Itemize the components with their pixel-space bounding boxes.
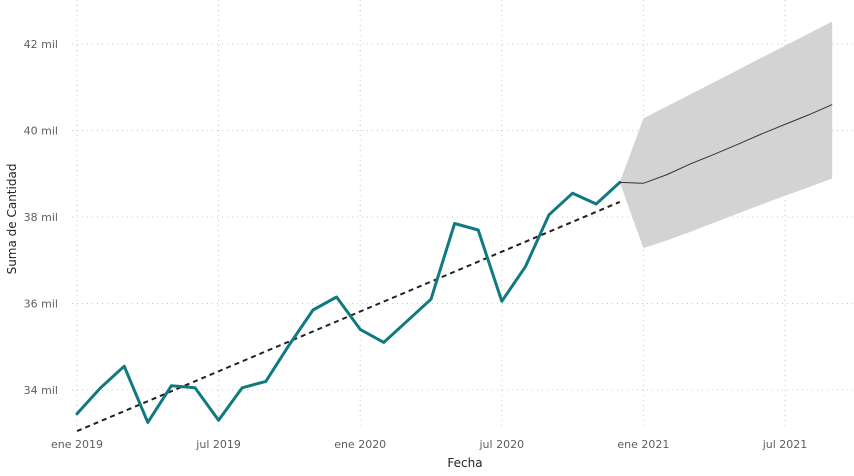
series bbox=[75, 104, 833, 433]
forecast-band bbox=[619, 21, 833, 249]
y-tick-label: 36 mil bbox=[24, 298, 58, 311]
x-tick-label: jul 2021 bbox=[762, 438, 808, 451]
y-tick-label: 42 mil bbox=[24, 38, 58, 51]
confidence-band bbox=[619, 21, 833, 249]
y-axis-ticks: 34 mil 36 mil 38 mil 40 mil 42 mil bbox=[24, 38, 58, 397]
gridlines bbox=[72, 0, 854, 430]
x-tick-label: jul 2020 bbox=[479, 438, 525, 451]
y-tick-label: 38 mil bbox=[24, 211, 58, 224]
y-tick-label: 40 mil bbox=[24, 125, 58, 138]
y-axis-title: Suma de Cantidad bbox=[5, 164, 19, 275]
x-tick-label: ene 2021 bbox=[617, 438, 669, 451]
x-axis-title: Fecha bbox=[447, 456, 482, 470]
x-tick-label: ene 2020 bbox=[334, 438, 386, 451]
actual-line bbox=[75, 180, 622, 424]
forecast-line bbox=[619, 104, 833, 184]
x-tick-label: ene 2019 bbox=[51, 438, 103, 451]
y-tick-label: 34 mil bbox=[24, 384, 58, 397]
x-axis-ticks: ene 2019 jul 2019 ene 2020 jul 2020 ene 2021… bbox=[51, 438, 807, 451]
x-tick-label: jul 2019 bbox=[195, 438, 241, 451]
